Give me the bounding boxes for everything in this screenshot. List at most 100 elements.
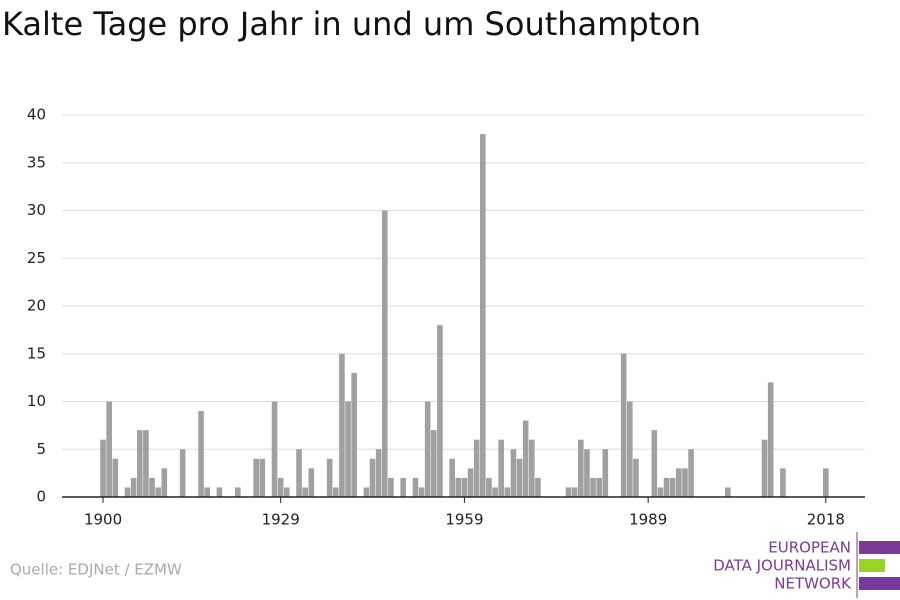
bar [179, 449, 186, 497]
bar [161, 468, 168, 497]
bar [577, 439, 584, 497]
bar [130, 477, 137, 497]
bar [437, 325, 443, 497]
bar [724, 487, 731, 497]
bar [467, 468, 474, 497]
bar [522, 420, 529, 497]
bar [253, 458, 259, 497]
bar [143, 430, 149, 497]
bar [308, 468, 315, 497]
bar [822, 468, 829, 497]
bar [326, 458, 333, 497]
bar [363, 487, 370, 497]
logo: EUROPEAN DATA JOURNALISM NETWORK [713, 539, 852, 593]
bar [602, 449, 609, 497]
bar [571, 487, 578, 497]
bar [620, 353, 627, 497]
bar [461, 477, 468, 497]
bar [449, 458, 455, 497]
bar [234, 487, 241, 497]
bar [375, 449, 382, 497]
y-tick-label: 35 [27, 153, 46, 171]
bar [473, 439, 480, 497]
chart-title: Kalte Tage pro Jahr in und um Southampto… [2, 5, 701, 43]
y-tick-label: 15 [27, 344, 46, 362]
x-tick-label: 1900 [84, 511, 122, 529]
bar [369, 458, 376, 497]
logo-bar [859, 577, 900, 590]
y-tick-label: 30 [27, 201, 46, 219]
bar [112, 458, 119, 497]
logo-text: EUROPEAN [768, 539, 851, 557]
y-tick-label: 20 [27, 297, 46, 315]
bar [479, 134, 486, 497]
bar [198, 411, 204, 497]
bar [565, 487, 572, 497]
x-tick-label: 1989 [629, 511, 667, 529]
logo-text: DATA JOURNALISM [713, 557, 851, 575]
logo-bar [859, 541, 900, 554]
bar [400, 477, 406, 497]
bar [535, 477, 541, 497]
bar [780, 468, 786, 497]
logo-text: NETWORK [774, 575, 852, 593]
bar [663, 477, 670, 497]
bar [626, 401, 633, 497]
bar [381, 210, 388, 497]
source: Quelle: EDJNet / EZMW [10, 561, 182, 579]
y-tick-label: 10 [27, 392, 46, 410]
bar [351, 372, 357, 497]
bar [657, 487, 664, 497]
bar [675, 468, 682, 497]
bar [345, 401, 351, 497]
bar [590, 477, 596, 497]
bar [388, 477, 394, 497]
x-tick-label: 1929 [262, 511, 300, 529]
bar [633, 458, 639, 497]
bar [455, 477, 462, 497]
bar [216, 487, 223, 497]
bar [682, 468, 688, 497]
bar [528, 439, 535, 497]
bar [302, 487, 308, 497]
bar [486, 477, 492, 497]
bar [504, 487, 511, 497]
bar [412, 477, 419, 497]
logo-bar [859, 559, 885, 572]
bar [584, 449, 590, 497]
bar [492, 487, 498, 497]
bar [688, 449, 694, 497]
bar [651, 430, 658, 497]
y-tick-label: 40 [27, 106, 46, 124]
bar [424, 401, 431, 497]
bar [332, 487, 339, 497]
bar [271, 401, 278, 497]
bar [204, 487, 210, 497]
bar [516, 458, 523, 497]
y-tick-label: 0 [36, 488, 46, 506]
bar [596, 477, 602, 497]
bar [155, 487, 161, 497]
bar [296, 449, 302, 497]
bar [136, 430, 143, 497]
bar [277, 477, 284, 497]
bar [339, 353, 345, 497]
y-tick-label: 25 [27, 249, 46, 267]
bar [510, 449, 517, 497]
bar [669, 477, 676, 497]
y-tick-label: 5 [36, 440, 46, 458]
bar [430, 430, 437, 497]
bar [498, 439, 504, 497]
bar [259, 458, 266, 497]
bar [418, 487, 425, 497]
bar [124, 487, 131, 497]
bar [767, 382, 774, 497]
bar [149, 477, 155, 497]
x-tick-label: 2018 [807, 511, 845, 529]
bar [761, 439, 768, 497]
x-tick-label: 1959 [445, 511, 483, 529]
bar [106, 401, 112, 497]
bar [100, 439, 106, 497]
bar [283, 487, 290, 497]
